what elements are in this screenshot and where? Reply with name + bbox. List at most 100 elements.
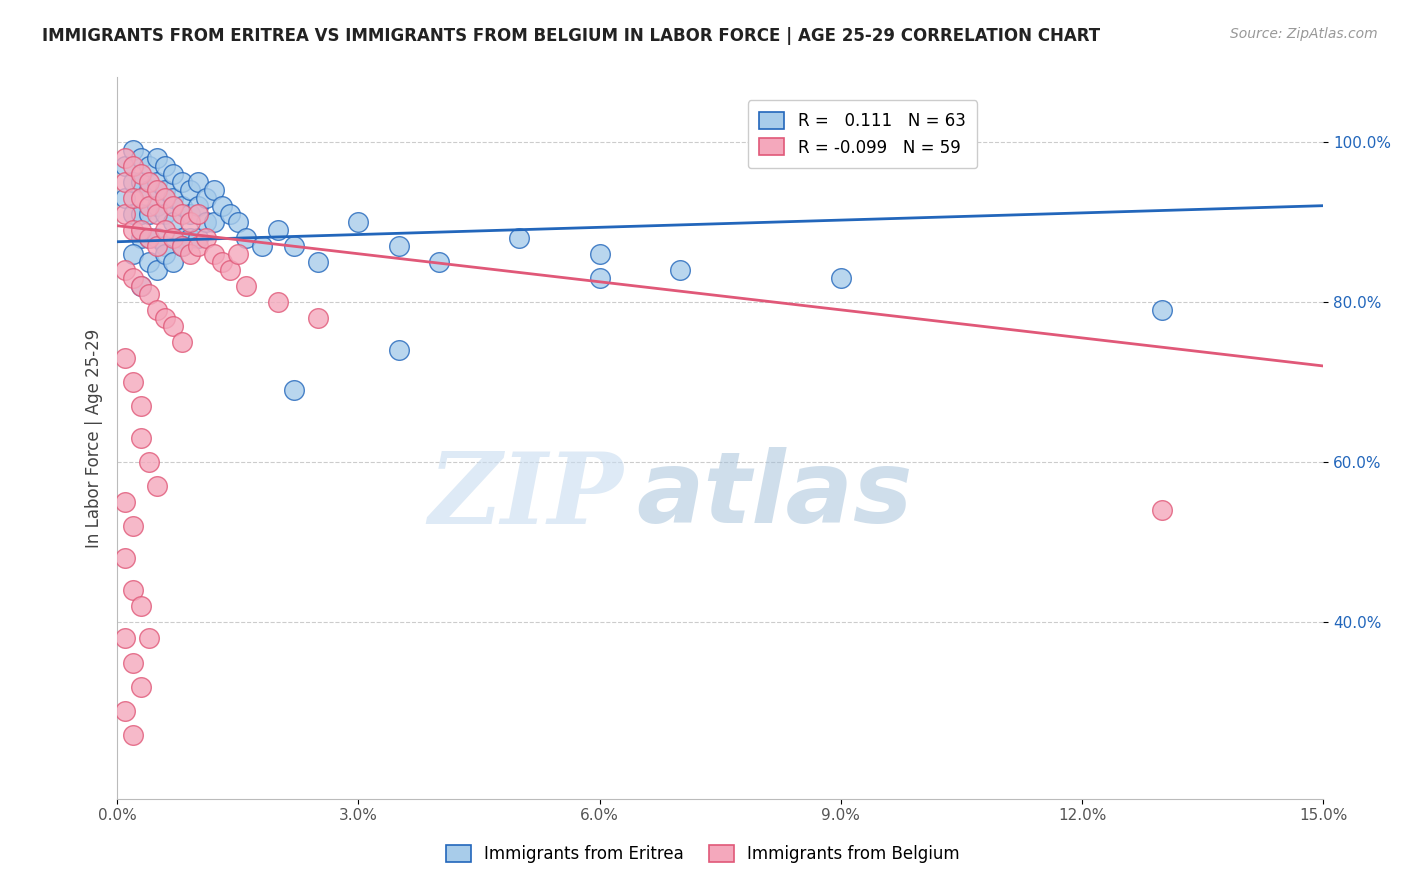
Point [388,343,411,357]
Point [146,207,169,221]
Point [170,199,193,213]
Point [138,231,160,245]
Point [202,183,225,197]
Point [155,223,177,237]
Point [155,207,177,221]
Point [179,231,201,245]
Point [146,151,169,165]
Point [250,239,273,253]
Point [830,270,852,285]
Point [138,286,160,301]
Point [138,207,160,221]
Point [146,175,169,189]
Point [307,254,329,268]
Point [194,191,217,205]
Point [131,278,153,293]
Point [211,254,233,268]
Point [162,254,184,268]
Point [267,294,290,309]
Point [283,383,305,397]
Point [155,239,177,253]
Point [122,246,145,260]
Point [267,223,290,237]
Point [187,239,209,253]
Point [202,215,225,229]
Point [131,223,153,237]
Point [170,231,193,245]
Point [114,207,136,221]
Point [114,191,136,205]
Point [162,231,184,245]
Point [114,704,136,718]
Point [162,215,184,229]
Point [194,215,217,229]
Point [131,175,153,189]
Point [131,278,153,293]
Point [179,215,201,229]
Text: atlas: atlas [636,447,912,544]
Point [138,632,160,646]
Point [122,207,145,221]
Text: IMMIGRANTS FROM ERITREA VS IMMIGRANTS FROM BELGIUM IN LABOR FORCE | AGE 25-29 CO: IMMIGRANTS FROM ERITREA VS IMMIGRANTS FR… [42,27,1101,45]
Point [122,159,145,173]
Point [226,246,249,260]
Point [131,167,153,181]
Point [307,310,329,325]
Point [155,183,177,197]
Point [122,519,145,533]
Point [122,583,145,598]
Point [131,680,153,694]
Point [187,207,209,221]
Point [131,399,153,413]
Point [122,375,145,389]
Point [122,175,145,189]
Point [131,431,153,445]
Point [114,551,136,566]
Point [114,632,136,646]
Point [669,262,692,277]
Point [187,175,209,189]
Point [146,231,169,245]
Point [146,302,169,317]
Y-axis label: In Labor Force | Age 25-29: In Labor Force | Age 25-29 [86,328,103,548]
Legend: Immigrants from Eritrea, Immigrants from Belgium: Immigrants from Eritrea, Immigrants from… [434,833,972,875]
Point [588,270,610,285]
Point [122,270,145,285]
Point [122,728,145,742]
Point [146,479,169,493]
Point [122,656,145,670]
Point [1152,503,1174,517]
Point [170,239,193,253]
Point [283,239,305,253]
Point [146,183,169,197]
Point [162,199,184,213]
Point [235,231,257,245]
Point [211,199,233,213]
Point [218,262,240,277]
Point [388,239,411,253]
Point [114,262,136,277]
Point [131,151,153,165]
Point [155,246,177,260]
Point [146,262,169,277]
Point [170,207,193,221]
Point [179,207,201,221]
Point [138,159,160,173]
Point [347,215,370,229]
Point [194,231,217,245]
Point [187,231,209,245]
Point [162,191,184,205]
Point [187,199,209,213]
Point [122,223,145,237]
Point [155,191,177,205]
Point [162,318,184,333]
Point [162,167,184,181]
Point [218,207,240,221]
Point [131,207,153,221]
Point [114,151,136,165]
Point [138,199,160,213]
Point [508,231,530,245]
Point [170,334,193,349]
Point [131,599,153,614]
Point [122,143,145,157]
